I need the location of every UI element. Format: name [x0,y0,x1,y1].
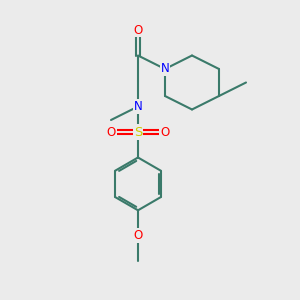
Text: O: O [134,23,142,37]
Text: N: N [134,100,142,113]
Text: O: O [134,229,142,242]
Text: O: O [160,125,169,139]
Text: O: O [106,125,116,139]
Text: S: S [134,125,142,139]
Text: N: N [160,62,169,76]
